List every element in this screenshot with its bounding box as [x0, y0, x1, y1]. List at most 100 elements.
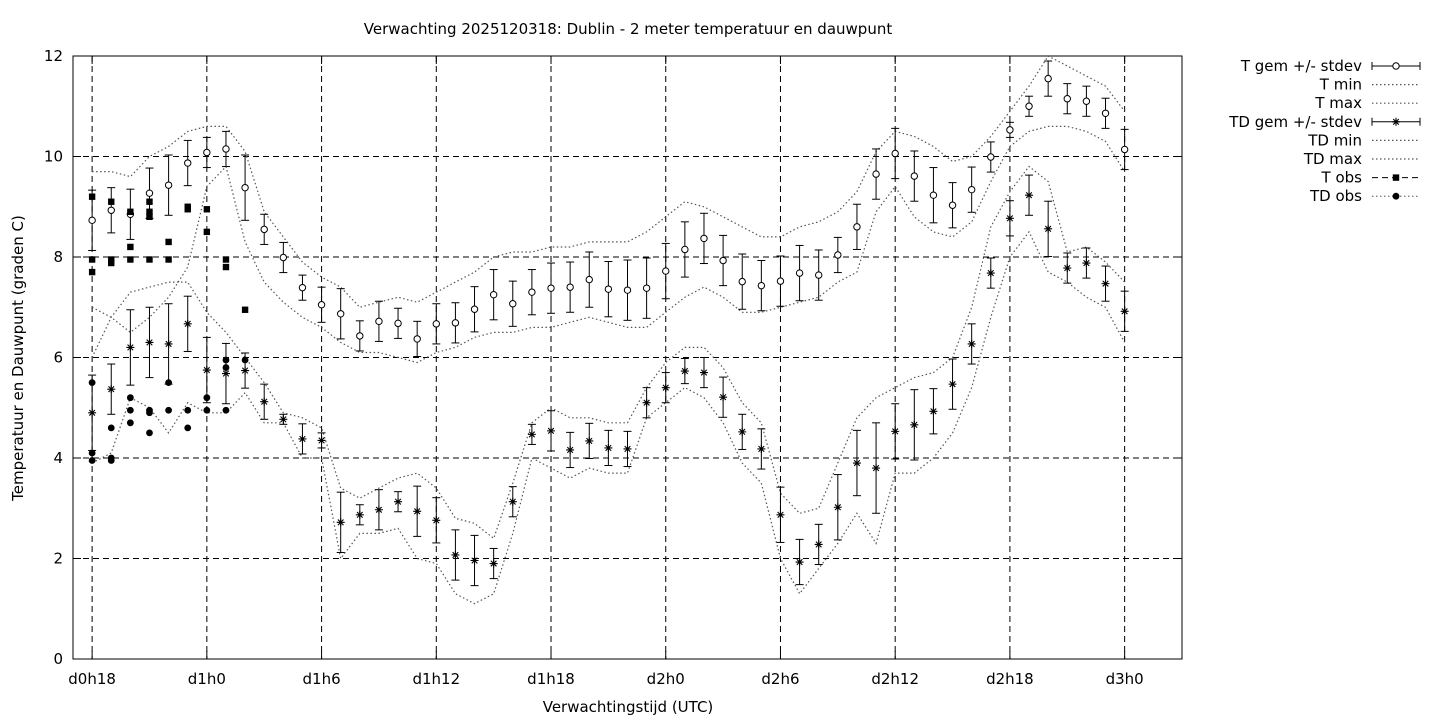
t-mean-point [605, 286, 611, 292]
t-mean-point [299, 284, 305, 290]
t-mean-point [548, 285, 554, 291]
td-mean-point [681, 367, 689, 375]
t-obs-point [89, 194, 95, 200]
td-mean-point [949, 380, 957, 388]
td-obs-point [127, 394, 134, 401]
td-mean-point [471, 557, 479, 565]
td-mean-point [910, 421, 918, 429]
td-mean-point [126, 343, 134, 351]
t-mean-point [949, 202, 955, 208]
td-obs-point [223, 357, 230, 364]
t-mean-point [280, 254, 286, 260]
t-obs-point [146, 199, 152, 205]
td-obs-point [89, 450, 96, 457]
td-mean-point [241, 367, 249, 375]
x-tick-label: d3h0 [1106, 670, 1144, 688]
x-tick-label: d2h12 [871, 670, 919, 688]
t-mean-point [873, 171, 879, 177]
td-mean-point [1044, 225, 1052, 233]
td-obs-point [223, 364, 230, 371]
td-mean-point [662, 384, 670, 392]
x-axis-label: Verwachtingstijd (UTC) [543, 698, 714, 716]
td-mean-point [585, 437, 593, 445]
td-mean-point [165, 340, 173, 348]
td-obs-point [89, 379, 96, 386]
t-obs-point [127, 256, 133, 262]
legend-label: TD gem +/- stdev [1228, 113, 1362, 131]
legend-swatch-marker [1393, 174, 1399, 180]
t-mean-point [892, 150, 898, 156]
t-mean-point [930, 192, 936, 198]
t-mean-point [204, 149, 210, 155]
td-mean-point [413, 507, 421, 515]
td-obs-point [203, 394, 210, 401]
td-mean-point [107, 385, 115, 393]
td-obs-point [165, 407, 172, 414]
td-mean-point [796, 558, 804, 566]
t-mean-point [643, 285, 649, 291]
td-mean-point [203, 366, 211, 374]
t-mean-point [510, 301, 516, 307]
axis-ticks: 0 2 4 6 8 10 12 d0h18 d1h0 d1h6 d1h12 d1h18 d2h0 d2h6… [44, 47, 1182, 688]
t-mean-point [146, 190, 152, 196]
t-mean-point [854, 224, 860, 230]
t-obs-point [242, 307, 248, 313]
t-obs-point [89, 256, 95, 262]
t-mean-point [337, 311, 343, 317]
t-mean-point [433, 321, 439, 327]
td-mean-point [604, 444, 612, 452]
td-obs-point [242, 357, 249, 364]
td-obs-point [108, 424, 115, 431]
legend-label: TD min [1307, 131, 1362, 149]
td-mean-point [815, 540, 823, 548]
y-tick-label: 8 [53, 248, 63, 266]
td-mean-point [1102, 280, 1110, 288]
legend-swatch-marker [1393, 193, 1400, 200]
t-mean-point [835, 252, 841, 258]
t-mean-point [682, 246, 688, 252]
t-obs-point [89, 269, 95, 275]
td-obs-point [165, 379, 172, 386]
td-mean-point [298, 435, 306, 443]
t-obs-point [108, 199, 114, 205]
t-mean-point [663, 268, 669, 274]
series-layer [88, 56, 1129, 604]
y-tick-label: 0 [53, 650, 63, 668]
td-obs-point [108, 457, 115, 464]
td-mean-point [184, 320, 192, 328]
t-mean-point [816, 272, 822, 278]
td-mean-point [929, 407, 937, 415]
t-mean-point [720, 257, 726, 263]
td-mean-point [451, 551, 459, 559]
t-mean-point [988, 154, 994, 160]
t-mean-point [376, 318, 382, 324]
t-mean-point [777, 278, 783, 284]
td-mean-point [88, 409, 96, 417]
t-mean-point [529, 289, 535, 295]
chart-title: Verwachting 2025120318: Dublin - 2 meter… [364, 20, 893, 38]
legend-label: T gem +/- stdev [1240, 57, 1362, 75]
t-obs-point [185, 206, 191, 212]
legend-swatch-marker [1392, 118, 1400, 126]
td-mean-point [624, 445, 632, 453]
t-mean-point [165, 182, 171, 188]
td-mean-point [375, 506, 383, 514]
t-mean-point [471, 306, 477, 312]
t-mean-point [796, 270, 802, 276]
t-obs-point [223, 264, 229, 270]
td-mean-point [145, 338, 153, 346]
x-tick-label: d1h18 [527, 670, 575, 688]
td-mean-point [394, 498, 402, 506]
td-mean-point [318, 436, 326, 444]
x-tick-label: d2h18 [986, 670, 1034, 688]
td-mean-point [853, 459, 861, 467]
td-obs-point [146, 429, 153, 436]
td-mean-point [1121, 307, 1129, 315]
x-tick-label: d1h12 [412, 670, 460, 688]
t-obs-point [108, 260, 114, 266]
td-mean-point [738, 428, 746, 436]
t-mean-point [414, 336, 420, 342]
td-mean-point [566, 446, 574, 454]
x-tick-label: d1h0 [188, 670, 226, 688]
